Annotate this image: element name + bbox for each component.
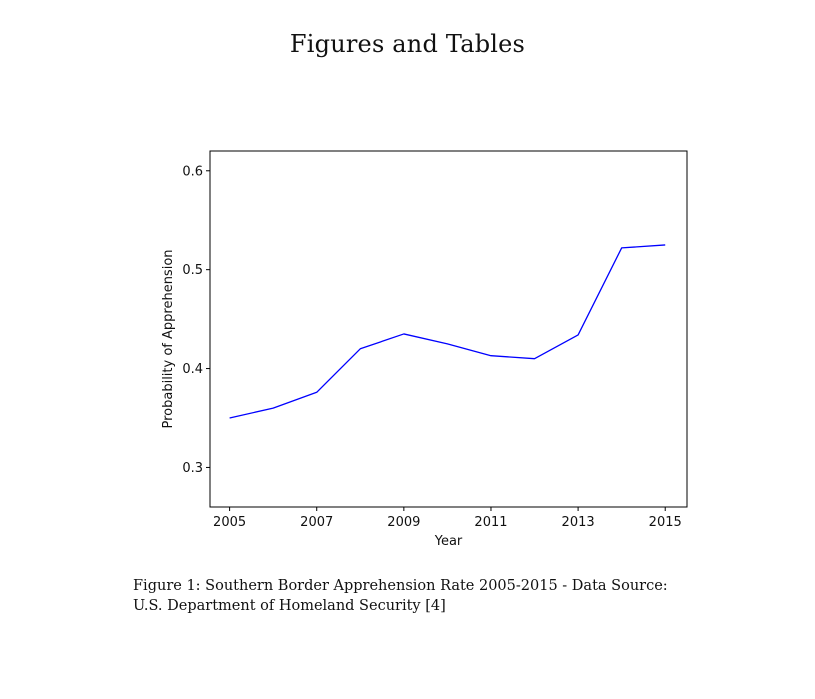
- data-point: [403, 333, 404, 334]
- y-tick-label: 0.6: [182, 164, 203, 179]
- data-point: [665, 244, 666, 245]
- axis-ticks: 2005 2007 2009 2011 2013 2015 0.3 0.4 0.5 0.6: [182, 164, 681, 530]
- y-axis-label: Probability of Apprehension: [161, 249, 176, 428]
- data-point: [534, 358, 535, 359]
- plot-area: [209, 150, 688, 508]
- x-tick-label: 2011: [474, 515, 507, 530]
- data-point: [621, 247, 622, 248]
- data-point: [490, 355, 491, 356]
- x-tick-label: 2015: [649, 515, 682, 530]
- data-point: [316, 392, 317, 393]
- data-point: [273, 408, 274, 409]
- plot-frame: [209, 150, 688, 508]
- data-point: [447, 343, 448, 344]
- data-point: [577, 334, 578, 335]
- figure-caption: Figure 1: Southern Border Apprehension R…: [133, 578, 668, 614]
- y-tick-label: 0.4: [182, 362, 203, 377]
- x-tick-label: 2007: [300, 515, 333, 530]
- x-tick-label: 2013: [562, 515, 595, 530]
- x-axis-label: Year: [434, 534, 463, 549]
- data-point: [360, 348, 361, 349]
- y-tick-label: 0.5: [182, 263, 203, 278]
- x-tick-label: 2005: [213, 515, 246, 530]
- y-tick-label: 0.3: [182, 461, 203, 476]
- data-point: [229, 417, 230, 418]
- x-tick-label: 2009: [387, 515, 420, 530]
- page-heading: Figures and Tables: [289, 30, 526, 58]
- series-line-0: [229, 244, 666, 419]
